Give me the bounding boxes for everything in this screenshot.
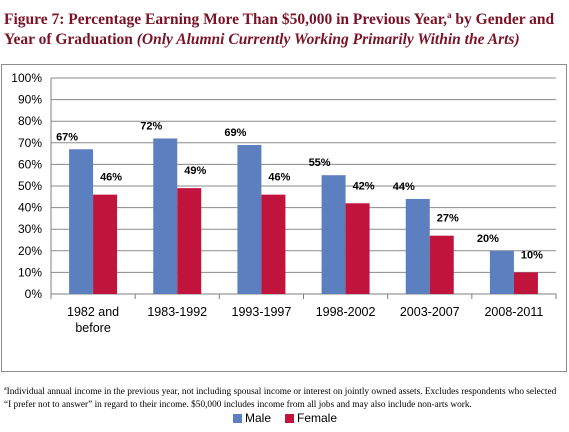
- bar-male: [237, 144, 262, 294]
- data-label-male: 72%: [140, 120, 162, 132]
- footnote: aIndividual annual income in the previou…: [4, 386, 564, 412]
- x-tick-label: 1982 and: [67, 305, 119, 319]
- x-tick-label: 1993-1997: [232, 305, 292, 319]
- x-tick-label: before: [75, 321, 110, 335]
- data-label-female: 27%: [437, 213, 459, 225]
- bar-male: [321, 175, 346, 294]
- data-label-female: 10%: [521, 249, 543, 261]
- bar-chart: 0% 10% 20% 30% 40% 50% 60% 70% 80% 90% 100% 67% 46% 1…: [11, 71, 557, 335]
- title-italic: (Only Alumni Currently Working Primarily…: [136, 31, 520, 48]
- y-tick-label: 20%: [18, 244, 42, 258]
- y-tick-label: 0%: [25, 287, 43, 301]
- legend-label-male: Male: [244, 411, 271, 425]
- y-tick-label: 70%: [18, 136, 42, 150]
- title-rest: by Gender and Year of Graduation: [4, 11, 555, 48]
- data-label-male: 20%: [477, 233, 499, 245]
- title-footnote-marker: a: [447, 9, 452, 20]
- x-tick-label: 1998-2002: [316, 305, 376, 319]
- bar-female: [93, 194, 118, 294]
- bar-male: [489, 250, 514, 294]
- data-label-female: 46%: [100, 172, 122, 184]
- bar-female: [513, 272, 538, 294]
- bar-female: [261, 194, 286, 294]
- bar-female: [429, 235, 454, 294]
- bar-male: [153, 138, 178, 294]
- y-tick-label: 40%: [18, 201, 42, 215]
- data-label-male: 69%: [224, 127, 246, 139]
- data-label-male: 44%: [393, 181, 415, 193]
- y-tick-label: 50%: [18, 179, 42, 193]
- legend-swatch-female: [285, 413, 294, 423]
- data-label-female: 42%: [353, 180, 375, 192]
- legend-label-female: Female: [297, 411, 338, 425]
- legend-swatch-male: [232, 413, 242, 423]
- x-tick-label: 2008-2011: [484, 305, 543, 319]
- bar-female: [345, 203, 370, 294]
- data-label-male: 67%: [56, 131, 78, 143]
- y-tick-label: 60%: [18, 157, 42, 171]
- legend-item-female: Female: [285, 411, 337, 425]
- footnote-text: Individual annual income in the previous…: [4, 387, 557, 410]
- bar-male: [405, 198, 430, 294]
- bar-male: [69, 149, 94, 294]
- data-label-male: 55%: [309, 157, 331, 169]
- y-tick-label: 10%: [18, 265, 42, 279]
- data-label-female: 46%: [268, 172, 290, 184]
- bar-female: [177, 188, 202, 294]
- x-tick-label: 1983-1992: [147, 305, 207, 319]
- y-tick-label: 30%: [18, 222, 42, 236]
- data-label-female: 49%: [184, 165, 206, 177]
- y-tick-label: 90%: [18, 93, 42, 107]
- x-tick-label: 2003-2007: [400, 305, 460, 319]
- figure-title: Figure 7: Percentage Earning More Than $…: [4, 10, 564, 50]
- y-tick-label: 100%: [11, 71, 42, 85]
- chart-legend: Male Female: [2, 411, 568, 425]
- y-tick-label: 80%: [18, 114, 42, 128]
- legend-item-male: Male: [232, 411, 271, 425]
- chart-frame: 0% 10% 20% 30% 40% 50% 60% 70% 80% 90% 100% 67% 46% 1…: [1, 64, 567, 425]
- footnote-marker: a: [4, 385, 7, 392]
- title-main: Figure 7: Percentage Earning More Than $…: [4, 11, 448, 28]
